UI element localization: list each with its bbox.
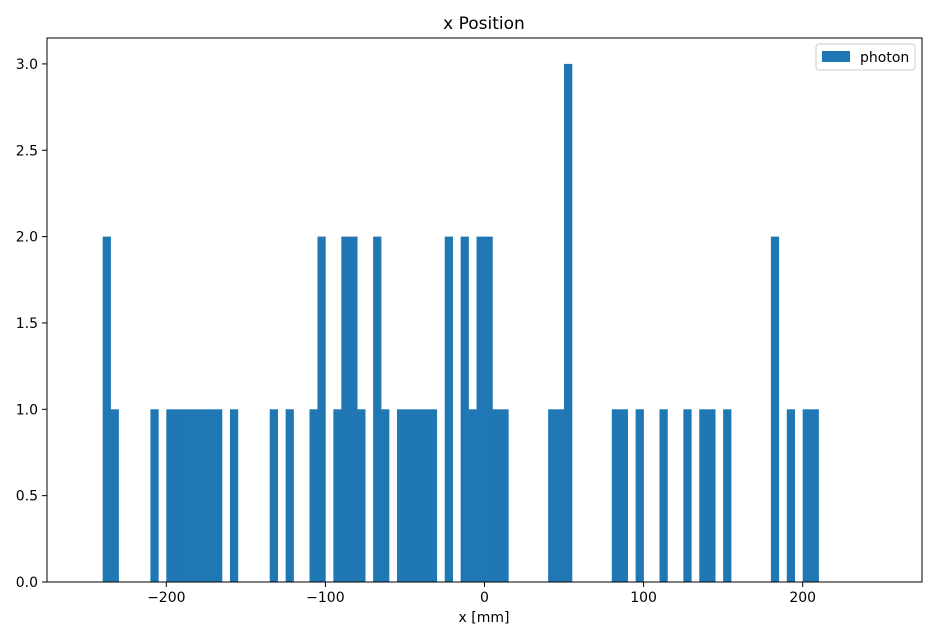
histogram-bar xyxy=(102,236,111,582)
histogram-bar xyxy=(381,409,390,582)
histogram-bar xyxy=(611,409,621,582)
histogram-bar xyxy=(182,409,191,582)
histogram-bar xyxy=(357,409,366,582)
y-tick-label: 0.5 xyxy=(16,489,38,505)
histogram-bar xyxy=(699,409,708,582)
histogram-bar xyxy=(770,236,780,582)
histogram-bar xyxy=(444,236,453,582)
chart-title: x Position xyxy=(443,14,525,34)
histogram-bar xyxy=(683,409,692,582)
histogram-bar xyxy=(420,409,430,582)
x-tick-label: 100 xyxy=(630,590,657,606)
y-tick-label: 1.5 xyxy=(16,316,38,332)
histogram-bar xyxy=(198,409,207,582)
histogram-bar xyxy=(317,236,326,582)
histogram-bar xyxy=(548,409,557,582)
histogram-bar xyxy=(707,409,716,582)
y-tick-label: 3.0 xyxy=(16,57,38,73)
histogram-bar xyxy=(802,409,811,582)
x-tick-label: 200 xyxy=(789,590,816,606)
histogram-bar xyxy=(659,409,668,582)
histogram-bar xyxy=(786,409,796,582)
histogram-bar xyxy=(460,236,469,582)
histogram-bar xyxy=(428,409,438,582)
histogram-bar xyxy=(373,236,382,582)
histogram-bar xyxy=(723,409,732,582)
histogram-bar xyxy=(285,409,294,582)
x-tick-label: 0 xyxy=(480,590,489,606)
histogram-bar xyxy=(397,409,406,582)
histogram-bar xyxy=(492,409,501,582)
histogram-bar xyxy=(500,409,509,582)
histogram-bar xyxy=(166,409,175,582)
bars-group xyxy=(102,63,819,582)
histogram-bar xyxy=(556,409,565,582)
histogram-bar xyxy=(341,236,350,582)
histogram-bar xyxy=(619,409,628,582)
histogram-bar xyxy=(150,409,159,582)
histogram-bar xyxy=(110,409,119,582)
y-axis: 0.0 0.5 1.0 1.5 2.0 2.5 3.0 xyxy=(16,57,47,591)
x-axis-label: x [mm] xyxy=(459,610,510,626)
y-tick-label: 2.5 xyxy=(16,143,38,159)
histogram-bar xyxy=(404,409,414,582)
x-tick-label: −100 xyxy=(306,590,344,606)
histogram-bar xyxy=(229,409,239,582)
histogram-bar xyxy=(174,409,183,582)
histogram-bar xyxy=(206,409,215,582)
y-tick-label: 1.0 xyxy=(16,402,38,418)
legend-entry-photon: photon xyxy=(860,50,909,66)
legend: photon xyxy=(815,43,916,71)
y-tick-label: 0.0 xyxy=(16,575,38,591)
histogram-bar xyxy=(333,409,342,582)
legend-box xyxy=(815,43,916,71)
histogram-bar xyxy=(635,409,644,582)
histogram-bar xyxy=(190,409,199,582)
histogram-bar xyxy=(269,409,278,582)
x-axis: −200 −100 0 100 200 xyxy=(147,582,816,606)
histogram-bar xyxy=(564,63,573,582)
histogram-bar xyxy=(309,409,318,582)
legend-swatch xyxy=(822,51,850,62)
y-tick-label: 2.0 xyxy=(16,230,38,246)
histogram-bar xyxy=(810,409,819,582)
histogram-bar xyxy=(214,409,223,582)
histogram-bar xyxy=(476,236,485,582)
histogram-bar xyxy=(412,409,422,582)
x-tick-label: −200 xyxy=(147,590,185,606)
histogram-bar xyxy=(349,236,358,582)
histogram-bar xyxy=(484,236,493,582)
histogram-bar xyxy=(468,409,477,582)
